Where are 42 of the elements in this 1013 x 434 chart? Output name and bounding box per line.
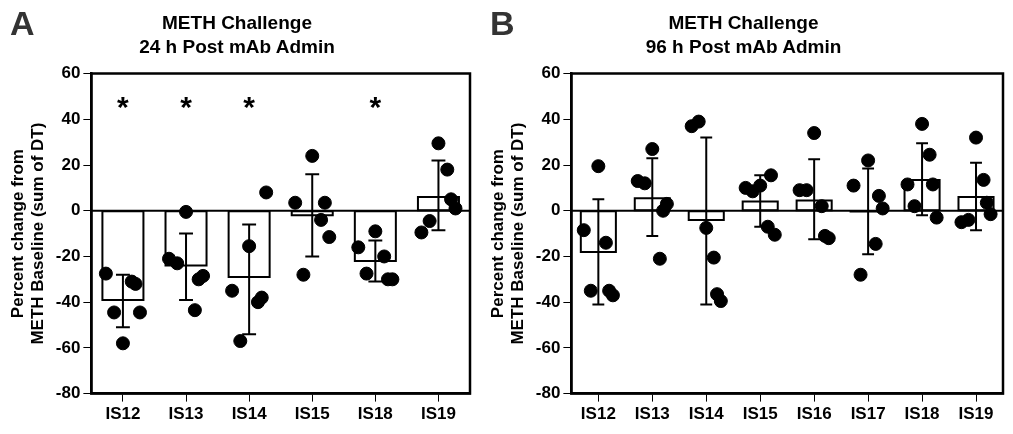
y-tick-label: -40	[535, 291, 561, 311]
data-label: *	[369, 90, 382, 124]
x-tick-label: IS13	[168, 404, 204, 424]
chart-subtitle: 24 h Post mAb Admin	[139, 36, 335, 58]
y-tick-label: 60	[541, 63, 561, 83]
x-tick-label: IS19	[420, 404, 456, 424]
data-label: *	[180, 90, 193, 124]
x-tick-label: IS19	[958, 404, 994, 424]
x-tick-label: IS18	[357, 404, 393, 424]
x-tick-label: IS18	[904, 404, 940, 424]
y-tick-label: 20	[61, 154, 81, 174]
y-tick-label: 60	[61, 63, 81, 83]
y-tick-label: -60	[55, 337, 81, 357]
y-tick-label: -20	[55, 246, 81, 266]
x-tick-label: IS15	[294, 404, 330, 424]
x-tick-label: IS15	[742, 404, 778, 424]
x-tick-label: IS13	[634, 404, 670, 424]
y-tick-label: 40	[61, 109, 81, 128]
x-tick-label: IS14	[688, 404, 725, 424]
y-tick-label: -60	[535, 337, 561, 357]
chart-title: METH Challenge	[162, 11, 312, 33]
y-tick-label: 40	[541, 109, 561, 128]
y-tick-label: -40	[55, 291, 81, 311]
x-tick-label: IS14	[231, 404, 268, 424]
y-tick-label: -20	[535, 246, 561, 266]
chart-title: METH Challenge	[668, 11, 819, 33]
chart-subtitle: 96 h Post mAb Admin	[645, 36, 842, 58]
x-tick-label: IS16	[796, 404, 832, 424]
data-label: *	[117, 90, 130, 124]
y-tick-label: 0	[70, 200, 81, 220]
data-label: *	[243, 90, 256, 124]
y-tick-label: -80	[55, 383, 81, 403]
y-tick-label: -80	[535, 383, 561, 403]
x-tick-label: IS12	[580, 404, 616, 424]
text: A	[10, 4, 35, 43]
x-tick-label: IS17	[850, 404, 886, 424]
y-tick-label: 20	[541, 154, 561, 174]
y-axis-title: Percent change from METH Baseline (sum of DT)	[487, 122, 528, 345]
x-tick-label: IS12	[105, 404, 141, 424]
y-tick-label: 0	[550, 200, 561, 220]
text: B	[490, 4, 515, 43]
y-axis-title: Percent change from METH Baseline (sum of DT)	[7, 122, 48, 345]
